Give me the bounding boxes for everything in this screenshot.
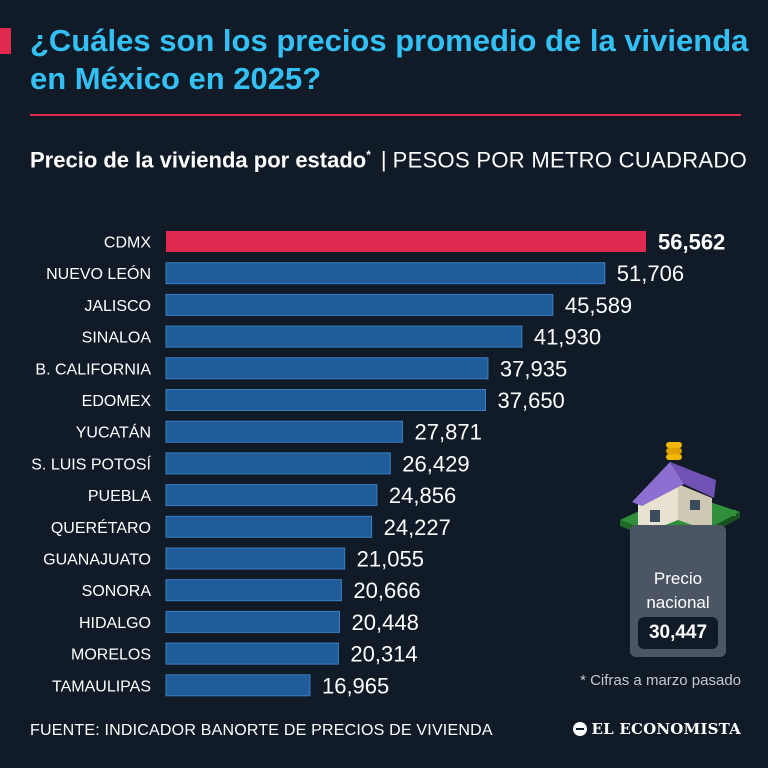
bar — [165, 420, 404, 443]
logo-text: EL ECONOMISTA — [591, 720, 741, 738]
chart-subtitle: Precio de la vivienda por estado* | PESOS … — [30, 140, 750, 175]
national-price-card: Precio nacional 30,447 — [630, 525, 726, 657]
value-label: 37,935 — [500, 356, 567, 381]
category-label: GUANAJUATO — [43, 552, 151, 569]
bar — [165, 610, 341, 633]
value-label: 21,055 — [357, 547, 424, 572]
bar — [165, 357, 489, 380]
category-label: EDOMEX — [82, 393, 152, 410]
national-price-value-box: 30,447 — [638, 617, 718, 649]
category-label: SINALOA — [82, 330, 152, 347]
value-label: 41,930 — [534, 325, 601, 350]
category-label: HIDALGO — [79, 615, 151, 632]
value-label: 51,706 — [617, 261, 684, 286]
national-price-value: 30,447 — [648, 622, 708, 643]
bar — [166, 231, 646, 252]
bar — [165, 389, 487, 411]
bar — [165, 484, 378, 507]
value-label: 45,589 — [565, 293, 632, 318]
bar — [165, 515, 373, 538]
bar — [165, 262, 606, 285]
footnote: * Cifras a marzo pasado — [580, 672, 741, 689]
category-label: YUCATÁN — [76, 423, 151, 442]
bar — [165, 293, 554, 316]
subtitle-unit: PESOS POR METRO CUADRADO — [392, 147, 747, 173]
value-label: 20,448 — [352, 610, 419, 635]
title-accent-bar — [0, 28, 11, 54]
value-label: 56,562 — [658, 230, 725, 255]
value-label: 26,429 — [402, 451, 469, 476]
bar — [165, 547, 346, 570]
category-label: CDMX — [104, 235, 151, 252]
value-label: 24,856 — [389, 483, 456, 508]
category-label: S. LUIS POTOSÍ — [31, 454, 151, 473]
category-label: NUEVO LEÓN — [46, 264, 151, 283]
source-note: FUENTE: INDICADOR BANORTE DE PRECIOS DE … — [30, 722, 493, 739]
subtitle-main: Precio de la vivienda por estado — [30, 147, 367, 173]
value-label: 16,965 — [322, 673, 389, 698]
chart-title: ¿Cuáles son los precios promedio de la v… — [30, 23, 749, 96]
bar — [165, 325, 523, 348]
category-label: TAMAULIPAS — [52, 678, 151, 695]
category-label: JALISCO — [84, 298, 151, 315]
value-label: 20,666 — [353, 578, 420, 603]
publisher-logo: EL ECONOMISTA — [572, 720, 741, 738]
subtitle-asterisk: * — [366, 148, 371, 162]
bar — [165, 579, 342, 602]
title-divider — [30, 114, 741, 116]
category-label: PUEBLA — [88, 488, 151, 505]
bar — [165, 452, 391, 475]
subtitle-separator: | — [380, 147, 387, 173]
category-label: SONORA — [82, 583, 152, 600]
value-label: 20,314 — [350, 642, 417, 667]
bar — [165, 642, 339, 665]
value-label: 37,650 — [498, 388, 565, 413]
bar-chart: CDMX 56,562 NUEVO LEÓN 51,706 JALISCO 45,589 S… — [31, 230, 725, 699]
value-label: 24,227 — [384, 515, 451, 540]
category-label: MORELOS — [71, 647, 151, 664]
category-label: B. CALIFORNIA — [35, 361, 151, 378]
category-label: QUERÉTARO — [51, 518, 151, 537]
national-price-label: Precio nacional — [646, 569, 710, 612]
value-label: 27,871 — [415, 420, 482, 445]
bar — [165, 674, 311, 697]
logo-mark-icon — [572, 722, 587, 736]
